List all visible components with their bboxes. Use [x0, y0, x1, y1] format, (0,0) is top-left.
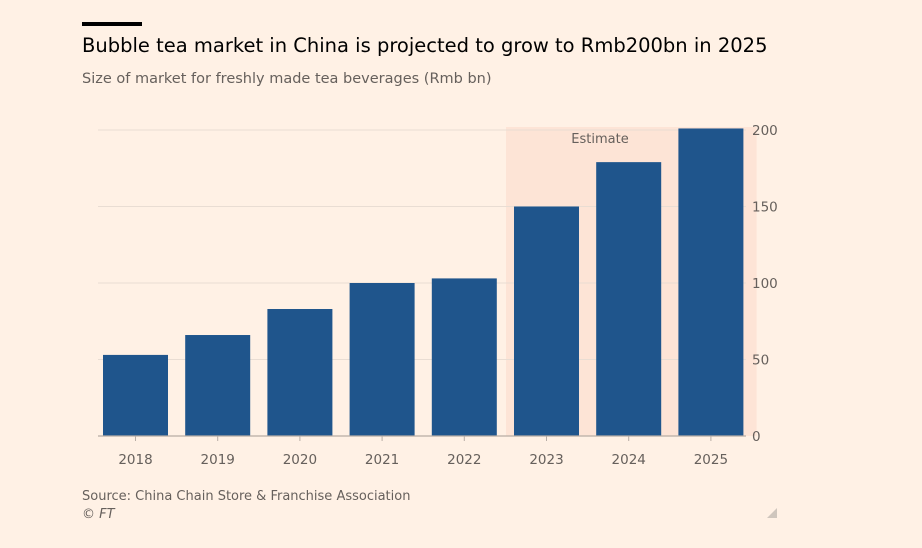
bar-2018: [103, 354, 168, 436]
y-tick-label: 0: [752, 429, 761, 445]
y-tick-label: 150: [752, 200, 778, 216]
bar-2025: [678, 128, 744, 436]
x-tick-label: 2019: [201, 452, 235, 468]
resize-handle-icon[interactable]: [767, 508, 777, 518]
source-note: Source: China Chain Store & Franchise As…: [82, 489, 411, 504]
estimate-label: Estimate: [571, 132, 628, 147]
x-tick-label: 2024: [612, 452, 646, 468]
y-tick-label: 100: [752, 276, 778, 292]
bar-2020: [267, 309, 333, 436]
y-tick-label: 200: [752, 123, 778, 139]
x-tick-label: 2021: [365, 452, 399, 468]
x-tick-label: 2018: [118, 452, 152, 468]
bar-2022: [431, 278, 497, 436]
bar-2023: [514, 206, 579, 436]
x-tick-label: 2022: [447, 452, 481, 468]
chart-subtitle: Size of market for freshly made tea beve…: [82, 71, 492, 87]
chart-title: Bubble tea market in China is projected …: [82, 34, 768, 57]
bar-2024: [596, 162, 662, 436]
x-tick-label: 2020: [283, 452, 317, 468]
header-rule: [82, 22, 142, 26]
ft-credit: © FT: [82, 507, 115, 522]
bar-2019: [185, 335, 251, 436]
y-tick-label: 50: [752, 353, 769, 369]
bar-2021: [349, 283, 415, 436]
x-tick-label: 2025: [694, 452, 728, 468]
x-tick-label: 2023: [529, 452, 563, 468]
